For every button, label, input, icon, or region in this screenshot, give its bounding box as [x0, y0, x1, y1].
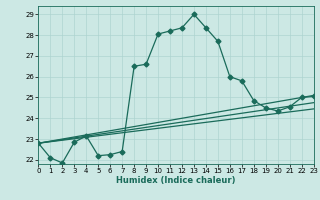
X-axis label: Humidex (Indice chaleur): Humidex (Indice chaleur) — [116, 176, 236, 185]
